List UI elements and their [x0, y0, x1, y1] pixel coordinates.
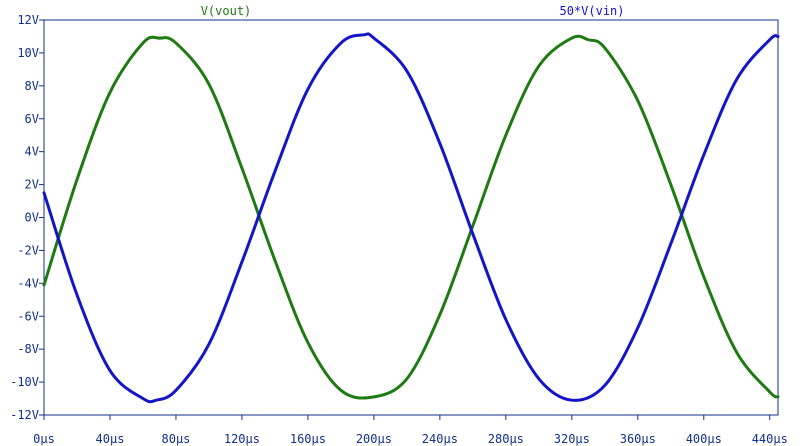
y-tick-label: 8V	[25, 79, 39, 93]
y-tick-label: -10V	[10, 375, 39, 389]
y-tick-label: -8V	[17, 342, 39, 356]
x-tick-label: 120µs	[224, 432, 260, 446]
x-tick-label: 240µs	[422, 432, 458, 446]
x-tick-label: 160µs	[290, 432, 326, 446]
x-tick-label: 360µs	[620, 432, 656, 446]
y-tick-label: 2V	[25, 178, 39, 192]
y-tick-label: 12V	[17, 13, 39, 27]
y-tick-label: 10V	[17, 46, 39, 60]
x-axis: 0µs 40µs 80µs 120µs 160µs 200µs 240µs 280µs 320µ…	[33, 415, 788, 446]
x-tick-label: 40µs	[96, 432, 125, 446]
x-tick-label: 280µs	[488, 432, 524, 446]
y-tick-label: 4V	[25, 145, 39, 159]
y-axis: 12V 10V 8V 6V 4V 2V 0V -2V -4V -6V -8V -10V -12V	[10, 13, 44, 422]
x-tick-label: 0µs	[33, 432, 55, 446]
series-line-vout	[42, 34, 780, 400]
x-tick-label: 320µs	[554, 432, 590, 446]
legend-vin: 50*V(vin)	[559, 4, 624, 18]
y-tick-label: 6V	[25, 112, 39, 126]
x-tick-label: 80µs	[162, 432, 191, 446]
y-tick-label: -4V	[17, 276, 39, 290]
series-layer	[42, 32, 780, 404]
y-tick-label: 0V	[25, 211, 39, 225]
legend-vout: V(vout)	[201, 4, 252, 18]
x-tick-label: 400µs	[686, 432, 722, 446]
x-tick-label: 440µs	[752, 432, 788, 446]
y-tick-label: -12V	[10, 408, 39, 422]
x-tick-label: 200µs	[356, 432, 392, 446]
y-tick-label: -2V	[17, 243, 39, 257]
series-line-vin	[42, 32, 780, 404]
plot-area	[43, 19, 779, 416]
y-tick-label: -6V	[17, 309, 39, 323]
